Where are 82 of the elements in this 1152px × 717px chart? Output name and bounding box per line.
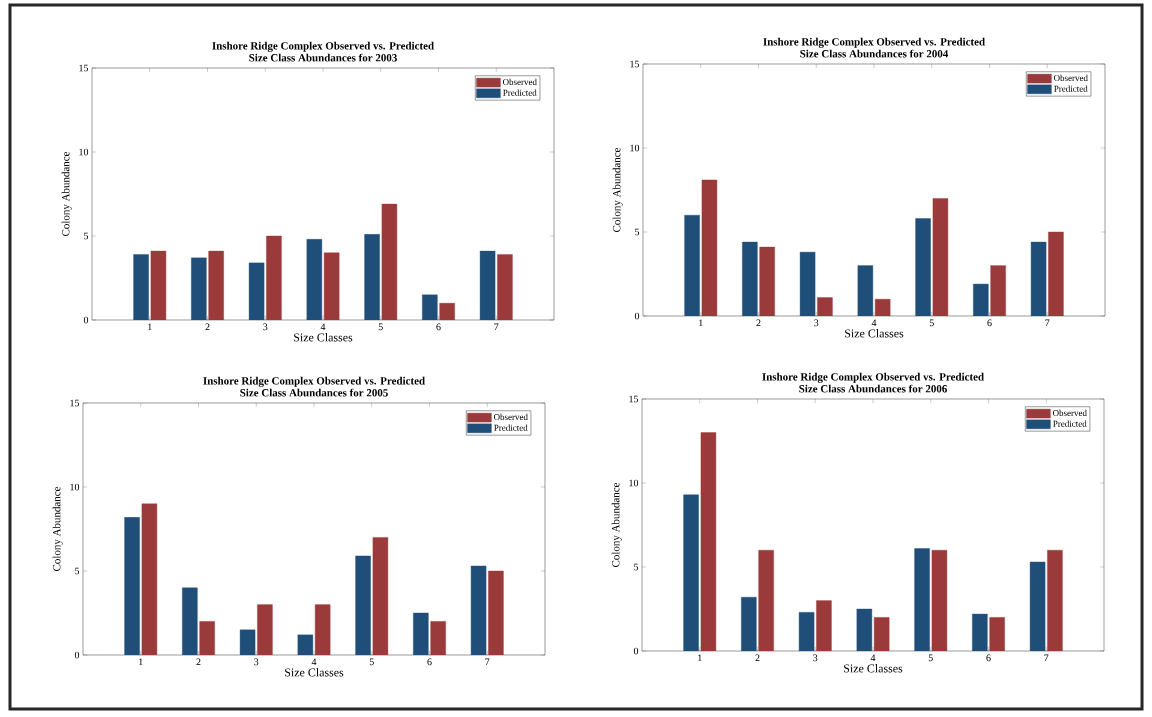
bar: [306, 239, 323, 320]
x-tick-label: 5: [378, 323, 383, 331]
x-tick-label: 5: [929, 319, 934, 327]
x-tick-label: 7: [494, 323, 499, 331]
legend-label: Observed: [1053, 74, 1088, 82]
chart-title: Inshore Ridge Complex Observed vs. Predicted: [212, 41, 434, 52]
y-tick-label: 10: [629, 479, 639, 487]
chart-subtitle: Size Class Abundances for 2004: [800, 49, 949, 58]
bar: [479, 250, 496, 320]
x-tick-label: 7: [1045, 319, 1050, 327]
x-tick-label: 1: [698, 654, 702, 662]
x-tick-label: 5: [928, 654, 933, 662]
bar: [422, 294, 438, 320]
bar: [817, 297, 833, 316]
legend-label: Observed: [493, 413, 528, 421]
x-tick-label: 3: [813, 654, 818, 662]
x-axis-title: Size Classes: [845, 329, 904, 338]
y-axis-title: Colony Abundance: [611, 482, 622, 567]
x-tick-label: 6: [987, 319, 992, 327]
x-tick-label: 2: [205, 323, 210, 331]
x-tick-label: 6: [986, 654, 991, 662]
y-tick-label: 0: [634, 312, 640, 320]
x-tick-label: 7: [485, 658, 490, 666]
x-tick-label: 2: [756, 319, 761, 327]
legend-label: Predicted: [1053, 420, 1087, 427]
bar: [932, 198, 949, 316]
chart-subtitle: Size Class Abundances for 2005: [240, 388, 388, 397]
y-tick-label: 15: [630, 60, 640, 68]
x-tick-label: 3: [263, 323, 268, 331]
x-tick-label: 5: [369, 658, 374, 666]
legend-label: Observed: [1052, 409, 1087, 417]
y-tick-label: 5: [635, 228, 640, 236]
x-tick-label: 1: [699, 319, 703, 327]
x-tick-label: 2: [755, 654, 760, 662]
x-tick-label: 4: [320, 323, 326, 331]
chart-title: Inshore Ridge Complex Observed vs. Predicted: [763, 37, 985, 48]
y-tick-label: 0: [633, 647, 639, 655]
legend-label: Observed: [502, 78, 537, 86]
bar: [133, 254, 149, 320]
x-axis-title: Size Classes: [294, 333, 353, 342]
y-tick-label: 0: [74, 651, 80, 659]
y-axis-title: Colony Abundance: [52, 486, 63, 571]
chart-subtitle: Size Class Abundances for 2006: [799, 384, 947, 393]
y-tick-label: 15: [629, 395, 639, 403]
x-axis-title: Size Classes: [285, 668, 344, 677]
bar: [364, 234, 380, 320]
bar: [759, 246, 775, 316]
y-tick-label: 15: [70, 399, 80, 407]
bar: [248, 262, 265, 320]
x-tick-label: 6: [427, 658, 432, 666]
y-tick-label: 5: [634, 563, 639, 571]
x-tick-label: 7: [1044, 654, 1049, 662]
x-tick-label: 1: [139, 658, 143, 666]
y-tick-label: 0: [83, 316, 89, 324]
x-tick-label: 1: [148, 323, 152, 331]
x-tick-label: 3: [814, 319, 819, 327]
x-tick-label: 3: [254, 658, 259, 666]
y-tick-label: 15: [79, 64, 89, 72]
x-tick-label: 2: [196, 658, 201, 666]
bar: [701, 179, 718, 316]
bar: [874, 299, 891, 316]
y-axis-title: Colony Abundance: [612, 147, 623, 232]
bar: [191, 257, 207, 320]
y-tick-label: 5: [75, 567, 80, 575]
legend-label: Predicted: [1054, 85, 1088, 92]
chart-subtitle: Size Class Abundances for 2003: [249, 53, 397, 62]
y-axis-title: Colony Abundance: [61, 151, 72, 236]
chart-title: Inshore Ridge Complex Observed vs. Predicted: [762, 372, 984, 383]
y-tick-label: 10: [79, 148, 89, 156]
x-tick-label: 4: [311, 658, 317, 666]
chart-title: Inshore Ridge Complex Observed vs. Predicted: [203, 376, 425, 387]
y-tick-label: 10: [630, 144, 640, 152]
x-tick-label: 6: [436, 323, 441, 331]
x-tick-label: 4: [871, 319, 877, 327]
x-tick-label: 4: [870, 654, 876, 662]
y-tick-label: 10: [70, 483, 80, 491]
bar: [1048, 231, 1064, 316]
bar: [990, 265, 1006, 316]
legend-label: Predicted: [503, 89, 537, 96]
legend-label: Predicted: [494, 424, 528, 431]
y-tick-label: 5: [84, 232, 89, 240]
x-axis-title: Size Classes: [844, 664, 903, 673]
